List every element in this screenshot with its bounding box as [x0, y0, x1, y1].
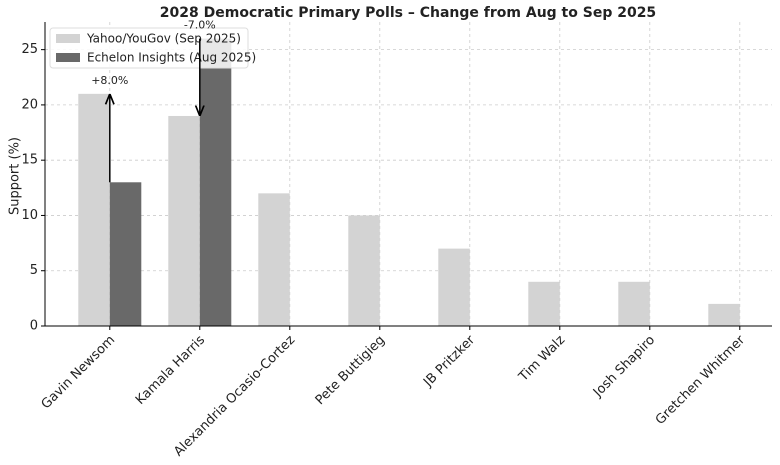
- chart-title: 2028 Democratic Primary Polls – Change f…: [160, 5, 656, 21]
- y-tick-label: 15: [21, 153, 38, 168]
- bar: [109, 182, 142, 326]
- bar: [438, 248, 470, 326]
- x-tick-label: Gretchen Whitmer: [653, 332, 749, 428]
- x-tick-label: Tim Walz: [516, 333, 569, 386]
- legend-swatch: [56, 53, 80, 62]
- y-tick-label: 25: [21, 42, 38, 57]
- bar: [258, 193, 290, 326]
- x-tick-label: Kamala Harris: [133, 333, 208, 408]
- bar: [348, 215, 380, 326]
- y-tick-label: 20: [21, 97, 38, 112]
- x-tick-label: JB Pritzker: [420, 332, 478, 390]
- y-tick-label: 0: [30, 319, 38, 334]
- y-axis-label: Support (%): [8, 137, 23, 215]
- legend: Yahoo/YouGov (Sep 2025) Echelon Insights …: [49, 27, 256, 69]
- bar: [78, 93, 110, 326]
- legend-box: [49, 27, 249, 69]
- legend-swatch: [56, 34, 80, 43]
- y-tick-label: 5: [30, 263, 38, 278]
- x-tick-label: Gavin Newsom: [39, 333, 119, 413]
- x-tick-label: Pete Buttigieg: [313, 333, 388, 408]
- y-tick-label: 10: [21, 208, 38, 223]
- bars: [78, 38, 740, 326]
- annotation: +8.0%: [91, 74, 128, 87]
- bar: [618, 281, 650, 326]
- bar: [199, 38, 232, 326]
- bar: [528, 281, 560, 326]
- bar: [708, 303, 740, 326]
- annotation: -7.0%: [184, 19, 216, 32]
- x-tick-label: Josh Shapiro: [590, 333, 658, 401]
- bar: [168, 115, 200, 326]
- legend-label: Yahoo/YouGov (Sep 2025): [86, 32, 241, 46]
- legend-label: Echelon Insights (Aug 2025): [87, 51, 256, 65]
